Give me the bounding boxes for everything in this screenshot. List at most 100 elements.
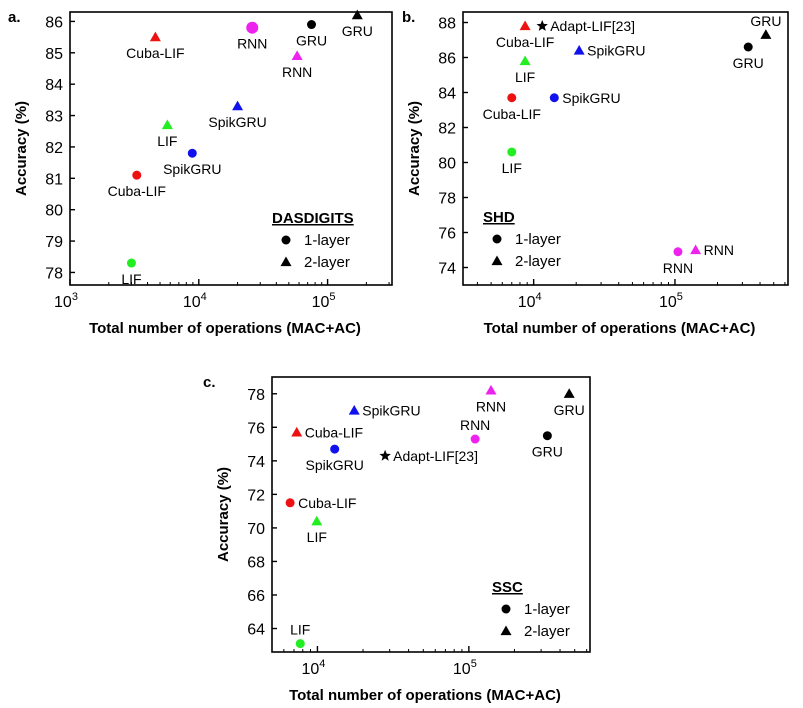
data-point-circle (507, 147, 517, 157)
point-label: Cuba-LIF (496, 34, 554, 50)
point-label: LIF (502, 160, 522, 176)
legend-marker-triangle (491, 255, 503, 266)
data-point-circle (132, 170, 142, 180)
y-tick-label: 83 (45, 109, 63, 126)
point-label: SpikGRU (562, 90, 620, 106)
point-label: RNN (663, 260, 693, 276)
x-tick-label: 104 (183, 291, 207, 311)
data-point-triangle (232, 100, 244, 111)
data-point-triangle (351, 9, 363, 20)
point-label: GRU (733, 55, 764, 71)
data-point-circle (330, 444, 340, 454)
data-point-triangle (485, 384, 497, 395)
data-point-circle (187, 148, 197, 158)
point-label: SpikGRU (362, 403, 420, 419)
y-tick-label: 82 (45, 140, 63, 157)
data-point-triangle (149, 31, 161, 42)
point-label: RNN (237, 36, 267, 52)
plot-frame (271, 376, 591, 653)
legend-title: SSC (492, 579, 523, 596)
data-point-star (536, 20, 548, 31)
point-label: LIF (515, 69, 535, 85)
y-tick-label: 82 (438, 121, 456, 138)
y-tick-label: 84 (45, 77, 63, 94)
y-axis-label: Accuracy (%) (406, 101, 423, 196)
legend-entry-label: 1-layer (515, 231, 561, 248)
y-axis-label: Accuracy (%) (215, 467, 232, 562)
x-tick-label: 105 (453, 658, 477, 678)
data-point-triangle (563, 388, 575, 398)
point-label: SpikGRU (587, 43, 645, 59)
panel-c: c. 64 66 68 70 72 74 76 78 104 105 Total number of … (203, 374, 591, 704)
point-label: GRU (554, 402, 585, 418)
panel-label: a. (8, 9, 21, 26)
point-label: Cuba-LIF (305, 424, 363, 440)
y-tick-label: 84 (438, 86, 456, 103)
data-point-circle (470, 434, 480, 444)
y-tick-label: 74 (247, 454, 265, 471)
data-point-circle (507, 93, 517, 103)
y-tick-label: 76 (438, 226, 456, 243)
point-label: Adapt-LIF[23] (550, 18, 635, 34)
point-label: LIF (290, 622, 310, 638)
point-label: SpikGRU (306, 457, 364, 473)
legend-entry-label: 1-layer (304, 232, 350, 249)
data-point-circle (126, 258, 136, 268)
data-point-circle (285, 498, 295, 508)
legend-entry-label: 2-layer (515, 253, 561, 270)
data-point-triangle (690, 244, 702, 255)
point-label: Cuba-LIF (108, 183, 166, 199)
data-point-triangle (161, 119, 173, 130)
y-tick-label: 86 (45, 14, 63, 31)
point-label: GRU (532, 444, 563, 460)
y-tick-label: 78 (247, 387, 265, 404)
panel-label: b. (402, 9, 415, 26)
y-tick-label: 66 (247, 588, 265, 605)
point-label: LIF (121, 271, 141, 287)
legend-entry-label: 1-layer (524, 601, 570, 618)
x-tick-label: 105 (659, 291, 683, 311)
y-tick-label: 86 (438, 51, 456, 68)
point-label: GRU (296, 33, 327, 49)
plot-frame (69, 11, 393, 286)
point-label: Cuba-LIF (298, 495, 356, 511)
legend-title: SHD (483, 209, 515, 226)
y-tick-label: 81 (45, 171, 63, 188)
data-point-triangle (311, 515, 323, 526)
y-tick-label: 76 (247, 420, 265, 437)
x-tick-label: 103 (54, 291, 78, 311)
legend-marker-circle (281, 235, 291, 245)
point-label: RNN (282, 64, 312, 80)
panel-b: b. 74 76 78 80 82 84 86 88 104 105 Total number of … (402, 9, 789, 337)
legend-entry-label: 2-layer (524, 623, 570, 640)
data-point-triangle (760, 29, 772, 39)
y-tick-label: 78 (438, 191, 456, 208)
point-label: LIF (307, 529, 327, 545)
data-point-star (379, 449, 391, 461)
point-label: GRU (342, 23, 373, 39)
legend-title: DASDIGITS (272, 210, 354, 227)
y-tick-label: 80 (45, 203, 63, 220)
point-label: RNN (704, 242, 734, 258)
data-point-circle (549, 93, 559, 103)
plot-frame (462, 11, 789, 286)
data-point-triangle (291, 426, 303, 437)
data-point-circle (542, 431, 552, 441)
data-point-triangle (291, 50, 303, 61)
x-axis-label: Total number of operations (MAC+AC) (484, 320, 756, 337)
data-point-circle (307, 20, 317, 30)
data-point-circle (743, 42, 753, 52)
legend-marker-circle (501, 604, 511, 614)
data-point-triangle (573, 45, 585, 55)
legend-marker-circle (492, 234, 502, 244)
y-tick-label: 79 (45, 234, 63, 251)
point-label: Cuba-LIF (483, 106, 541, 122)
point-label: Adapt-LIF[23] (393, 448, 478, 464)
y-tick-label: 72 (247, 487, 265, 504)
data-point-triangle (519, 55, 531, 66)
point-label: SpikGRU (208, 114, 266, 130)
y-tick-label: 74 (438, 261, 456, 278)
